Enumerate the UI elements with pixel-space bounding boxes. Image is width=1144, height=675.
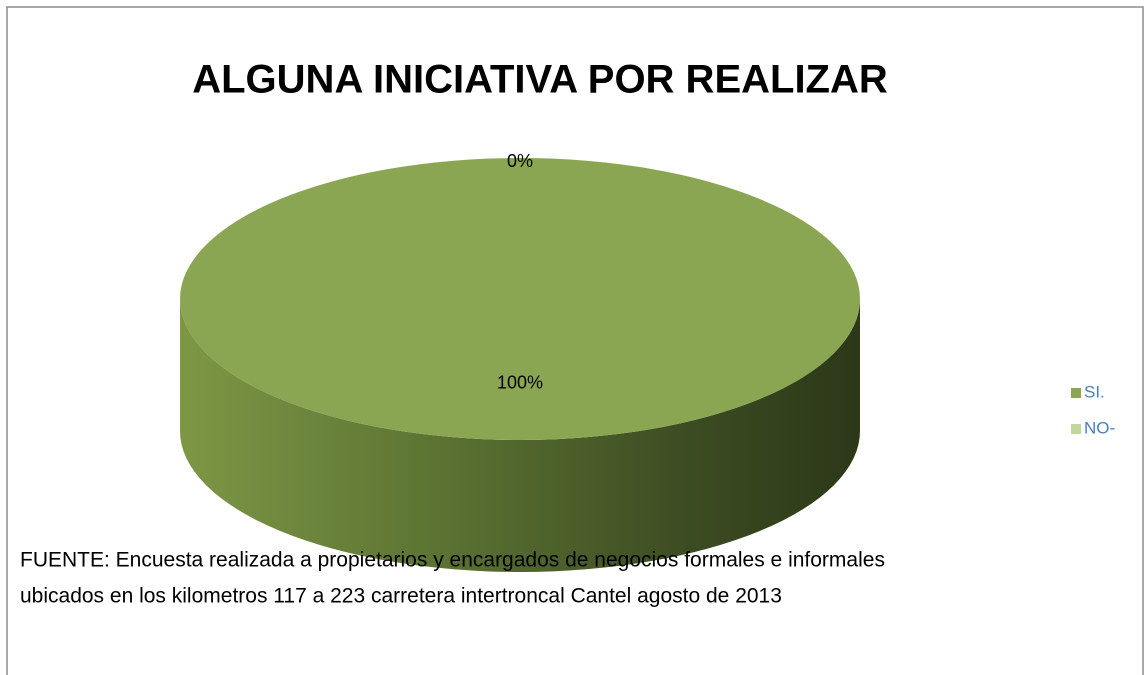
- pie: 100% 0%: [180, 151, 860, 572]
- legend-swatch: [1071, 424, 1081, 434]
- source-note: FUENTE: Encuesta realizada a propietario…: [20, 549, 885, 572]
- pie-side: [180, 299, 860, 572]
- chart-border: [6, 6, 1144, 675]
- chart-title: ALGUNA INICIATIVA POR REALIZAR: [192, 58, 888, 102]
- legend-label: NO-: [1084, 418, 1115, 437]
- legend-swatch: [1071, 388, 1081, 398]
- data-label: 100%: [497, 372, 543, 392]
- legend: SI. NO-: [1071, 382, 1115, 437]
- pie-slice: [180, 158, 860, 440]
- data-label: 0%: [507, 151, 533, 171]
- legend-label: SI.: [1084, 382, 1105, 401]
- source-note: ubicados en los kilometros 117 a 223 car…: [20, 585, 782, 608]
